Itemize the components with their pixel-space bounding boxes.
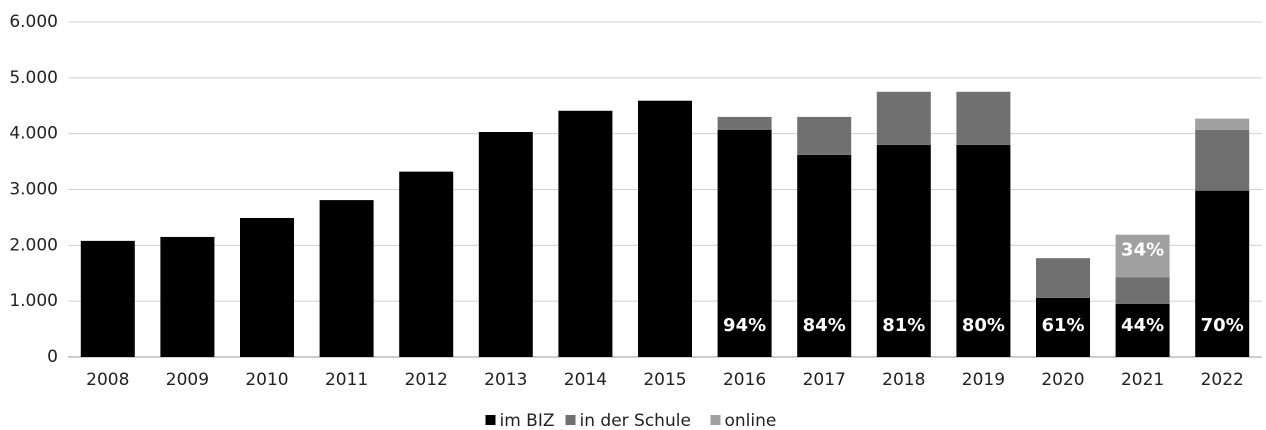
bar-segment	[80, 240, 135, 357]
bar-segment	[717, 129, 772, 357]
x-tick-label: 2009	[166, 370, 209, 390]
x-tick-label: 2018	[882, 370, 925, 390]
y-tick-label: 1.000	[9, 291, 58, 311]
x-tick-label: 2016	[723, 370, 766, 390]
bar-segment	[1195, 118, 1250, 130]
bar-segment	[1115, 234, 1170, 278]
x-tick-label: 2015	[643, 370, 686, 390]
bar-segment	[558, 110, 613, 358]
legend-label: online	[725, 411, 777, 430]
bar-segment	[1195, 129, 1250, 191]
x-tick-label: 2020	[1041, 370, 1084, 390]
bar-segment	[1115, 303, 1170, 357]
share-label: 94%	[723, 315, 766, 336]
x-tick-label: 2014	[564, 370, 607, 390]
legend-label: im BIZ	[500, 411, 555, 430]
share-label: 84%	[803, 315, 846, 336]
bar-segment	[876, 144, 931, 357]
bar-segment	[956, 144, 1011, 357]
bar-segment	[160, 236, 215, 357]
bar-segment	[1036, 297, 1090, 357]
x-tick-label: 2013	[484, 370, 527, 390]
y-tick-label: 2.000	[9, 235, 58, 255]
bar-segment	[399, 171, 454, 357]
x-tick-label: 2012	[405, 370, 448, 390]
x-tick-label: 2008	[86, 370, 129, 390]
bar-segment	[478, 131, 533, 357]
x-tick-label: 2010	[245, 370, 288, 390]
y-tick-label: 4.000	[9, 124, 58, 144]
bar-segment	[1115, 277, 1170, 304]
x-tick-label: 2011	[325, 370, 368, 390]
share-label: 70%	[1201, 315, 1244, 336]
bar-segment	[1195, 190, 1250, 357]
x-tick-label: 2022	[1201, 370, 1244, 390]
bar-segment	[797, 116, 852, 155]
bar-segment	[797, 154, 852, 357]
share-label: 81%	[882, 315, 925, 336]
y-tick-label: 5.000	[9, 68, 58, 88]
legend-swatch	[710, 415, 721, 425]
legend-label: in der Schule	[580, 411, 691, 430]
bar-segment	[319, 200, 374, 357]
bar-segment	[638, 100, 692, 357]
x-tick-label: 2019	[962, 370, 1005, 390]
share-label: 44%	[1121, 315, 1164, 336]
x-tick-label: 2017	[803, 370, 846, 390]
share-label: 34%	[1121, 240, 1164, 261]
bar-segment	[240, 217, 294, 357]
legend-swatch	[485, 415, 496, 425]
y-tick-label: 3.000	[9, 180, 58, 200]
share-label: 61%	[1041, 315, 1084, 336]
y-tick-label: 6.000	[9, 12, 58, 32]
y-tick-label: 0	[47, 347, 58, 367]
bar-segment	[956, 91, 1011, 145]
x-tick-label: 2021	[1121, 370, 1164, 390]
share-label: 80%	[962, 315, 1005, 336]
bar-segment	[717, 116, 772, 130]
bar-segment	[876, 91, 931, 145]
bar-segment	[1036, 258, 1090, 298]
legend-swatch	[565, 415, 576, 425]
